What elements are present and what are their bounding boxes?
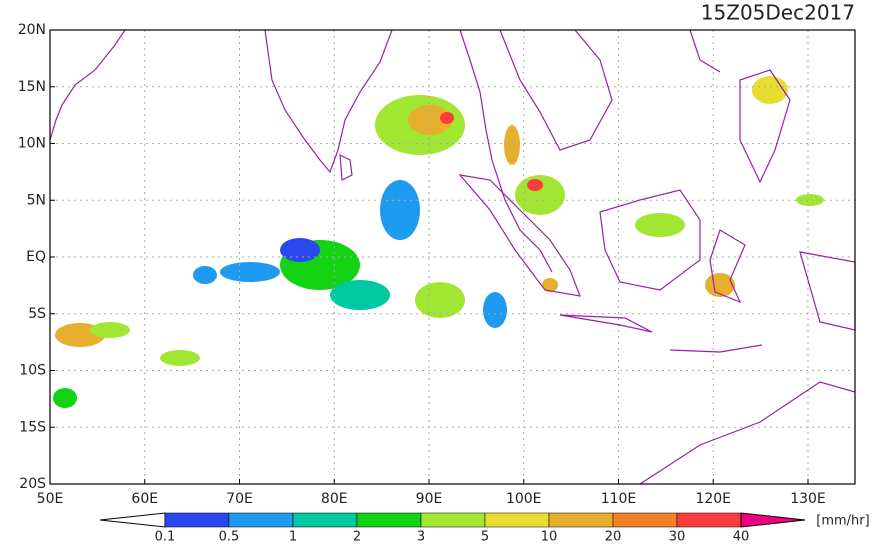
lon-label: 70E (226, 491, 253, 507)
colorbar-box (612, 512, 678, 528)
lat-label: 15S (19, 419, 46, 435)
map-title: 15Z05Dec2017 (701, 1, 855, 25)
lon-label: 50E (37, 491, 64, 507)
colorbar-label: 0.5 (219, 530, 240, 545)
lon-label: 120E (695, 491, 731, 507)
colorbar-label: 1 (289, 530, 297, 545)
colorbar-over (740, 512, 806, 528)
lon-label: 60E (131, 491, 158, 507)
colorbar-label: 30 (669, 530, 686, 545)
colorbar-label: 40 (733, 530, 750, 545)
colorbar-box (164, 512, 230, 528)
lon-label: 90E (416, 491, 443, 507)
lat-label: EQ (26, 249, 46, 265)
colorbar-label: 5 (481, 530, 489, 545)
lat-label: 15N (18, 79, 46, 95)
colorbar-label: 3 (417, 530, 425, 545)
colorbar-unit: [mm/hr] (816, 514, 869, 529)
lat-label: 20N (18, 22, 46, 38)
lat-label: 10N (18, 136, 46, 152)
lon-label: 80E (321, 491, 348, 507)
lat-label: 5S (28, 306, 46, 322)
colorbar-label: 20 (605, 530, 622, 545)
colorbar: 0.1 0.5 1 2 3 5 10 20 30 40 [mm/hr] (99, 512, 870, 545)
rain-areas (53, 76, 824, 408)
lat-label: 10S (19, 363, 46, 379)
colorbar-label: 0.1 (155, 530, 176, 545)
colorbar-box (356, 512, 422, 528)
colorbar-box (292, 512, 358, 528)
colorbar-box (484, 512, 550, 528)
lon-label: 110E (601, 491, 637, 507)
colorbar-label: 10 (541, 530, 558, 545)
lon-label: 100E (506, 491, 542, 507)
lat-label: 20S (19, 476, 46, 492)
colorbar-box (228, 512, 294, 528)
lat-label: 5N (27, 192, 46, 208)
colorbar-box (676, 512, 742, 528)
colorbar-box (420, 512, 486, 528)
colorbar-box (548, 512, 614, 528)
lon-label: 130E (790, 491, 826, 507)
colorbar-label: 2 (353, 530, 361, 545)
colorbar-under (99, 512, 166, 528)
grid (50, 30, 855, 484)
